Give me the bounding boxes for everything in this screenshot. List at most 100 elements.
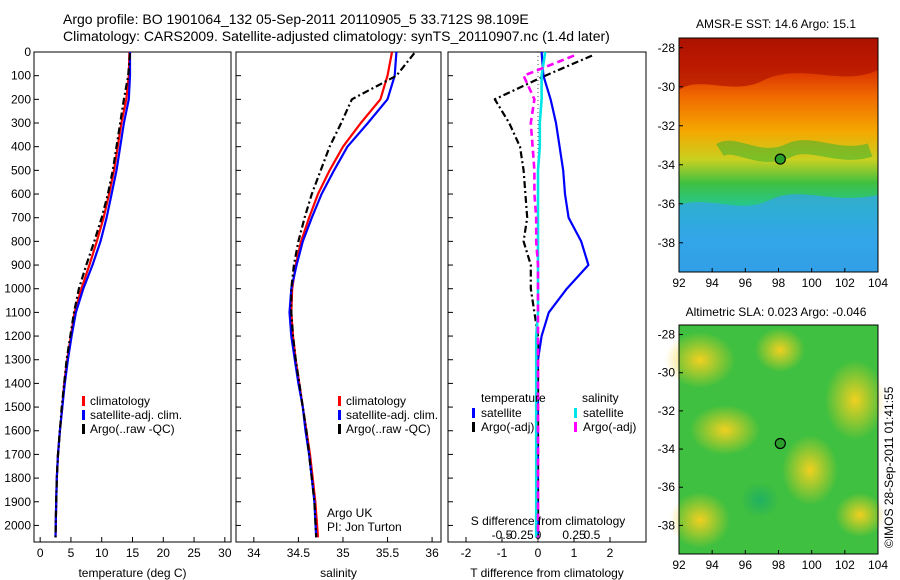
depth-tick-label: 200 xyxy=(11,92,31,106)
depth-tick-label: 1500 xyxy=(4,400,31,414)
sst_map-xtick-label: 94 xyxy=(705,276,719,290)
salinity-series-satellite xyxy=(288,51,398,538)
legend-swatch-argo xyxy=(338,424,341,434)
salinity-series-climatology xyxy=(290,51,394,538)
difference-top-tick-label: 0.5 xyxy=(584,528,601,542)
sst_map-ytick-label: -32 xyxy=(658,119,676,133)
temperature-series-climatology xyxy=(54,51,131,538)
sst_map-ytick-label: -34 xyxy=(658,158,676,172)
salinity-profile-panel: 34 34.5 35 35.5 36 salinity climatologysatelli… xyxy=(235,51,442,580)
imos-credit: ©IMOS 28-Sep-2011 01:41:55 xyxy=(882,386,896,548)
legend-heading-salinity: salinity xyxy=(582,391,619,405)
sla-map xyxy=(665,324,885,555)
sla-anomaly-3 xyxy=(825,360,885,440)
temperature-series-argo xyxy=(54,53,132,538)
sla_map-xtick-label: 92 xyxy=(672,558,686,572)
depth-tick-label: 500 xyxy=(11,163,31,177)
legend-swatch-argo_s xyxy=(574,422,577,432)
depth-tick-label: 700 xyxy=(11,211,31,225)
sla-argo-location-marker xyxy=(774,437,786,450)
sst_map-xtick-label: 96 xyxy=(739,276,753,290)
sst_map-xtick-label: 92 xyxy=(672,276,686,290)
sst_map-ytick-label: -36 xyxy=(658,197,676,211)
temperature-xtick-label: 20 xyxy=(157,546,171,560)
temperature-xlabel: temperature (deg C) xyxy=(78,566,186,580)
temperature-xtick-label: 5 xyxy=(68,546,75,560)
salinity-xtick-label: 34.5 xyxy=(287,546,311,560)
depth-tick-label: 300 xyxy=(11,116,31,130)
sla-anomaly-1 xyxy=(665,332,735,388)
sla_map-ytick-label: -28 xyxy=(658,328,676,342)
depth-tick-label: 1800 xyxy=(4,471,31,485)
difference-xlabel: T difference from climatology xyxy=(470,566,624,580)
temperature-xtick-label: 15 xyxy=(126,546,140,560)
temperature-profile-panel: 0 5 10 15 20 25 30 temperature (deg C) 0 100 200 30… xyxy=(4,45,232,580)
sla_map-xtick-label: 100 xyxy=(802,558,822,572)
depth-tick-label: 1600 xyxy=(4,424,31,438)
difference-series-satellite xyxy=(536,51,590,538)
legend-label-argo: Argo(-adj) xyxy=(481,420,534,434)
sla_map-ytick-label: -36 xyxy=(658,480,676,494)
sst-map-title: AMSR-E SST: 14.6 Argo: 15.1 xyxy=(696,17,856,31)
depth-tick-label: 1300 xyxy=(4,353,31,367)
sla-map-title: Altimetric SLA: 0.023 Argo: -0.046 xyxy=(686,305,867,319)
argo-uk-label: Argo UK xyxy=(327,506,372,520)
legend-swatch-satellite xyxy=(82,410,85,420)
depth-tick-label: 0 xyxy=(24,45,31,59)
difference-top-tick-label: 0.25 xyxy=(562,528,586,542)
temperature-xtick-label: 30 xyxy=(218,546,232,560)
legend-swatch-climatology xyxy=(82,396,85,406)
sla-anomaly-8 xyxy=(740,482,780,518)
sst_map-ytick-label: -30 xyxy=(658,80,676,94)
temperature-xtick-label: 0 xyxy=(37,546,44,560)
difference-xtick-label: -1 xyxy=(497,546,508,560)
depth-tick-label: 1200 xyxy=(4,329,31,343)
difference-series-argo_s xyxy=(522,54,575,538)
sla_map-ytick-label: -34 xyxy=(658,442,676,456)
depth-tick-label: 1100 xyxy=(5,305,31,319)
sla-map-axes: 92 94 96 98 100 102 104 -28 -30 -32 -34 -36 -38 xyxy=(658,328,889,572)
sst-cool-patch xyxy=(679,194,878,272)
depth-tick-label: 1000 xyxy=(4,282,31,296)
sla-anomaly-7 xyxy=(835,493,885,537)
legend-swatch-satellite xyxy=(338,410,341,420)
legend-label-satellite: satellite xyxy=(481,406,522,420)
difference-top-tick-label: -0.5 xyxy=(492,528,513,542)
depth-tick-label: 1900 xyxy=(4,495,31,509)
difference-top-tick-label: -0.25 xyxy=(506,528,534,542)
sst-argo-location-marker xyxy=(774,153,786,165)
salinity-xlabel: salinity xyxy=(320,566,357,580)
salinity-xtick-label: 35 xyxy=(336,546,350,560)
legend-swatch-satellite_s xyxy=(574,408,577,418)
sla-anomaly-6 xyxy=(782,435,838,505)
depth-tick-label: 800 xyxy=(11,234,31,248)
sst_map-xtick-label: 98 xyxy=(772,276,786,290)
difference-frame xyxy=(447,51,647,543)
pi-label: PI: Jon Turton xyxy=(327,520,402,534)
difference-xtick-label: -2 xyxy=(461,546,472,560)
sla-anomaly-4 xyxy=(690,405,760,455)
legend-label-satellite_s: satellite xyxy=(583,406,624,420)
difference-profile-panel: -2 -1 0 1 2 T difference from climatology -0.5… xyxy=(447,51,647,580)
sla_map-xtick-label: 102 xyxy=(835,558,855,572)
sla_map-ytick-label: -38 xyxy=(658,518,676,532)
salinity-xtick-label: 35.5 xyxy=(376,546,400,560)
salinity-xtick-label: 34 xyxy=(247,546,261,560)
legend-swatch-climatology xyxy=(338,396,341,406)
sst-front xyxy=(716,140,873,162)
legend-label-climatology: climatology xyxy=(346,394,406,408)
sla-anomaly-5 xyxy=(670,492,730,548)
depth-tick-label: 100 xyxy=(11,69,31,83)
depth-tick-label: 600 xyxy=(11,187,31,201)
legend-heading-temperature: temperature xyxy=(481,391,546,405)
sst_map-xtick-label: 102 xyxy=(835,276,855,290)
salinity-xtick-label: 36 xyxy=(425,546,439,560)
salinity-series-argo xyxy=(290,52,416,538)
depth-tick-label: 900 xyxy=(11,258,31,272)
temperature-frame xyxy=(33,51,232,543)
difference-series-argo xyxy=(493,54,593,538)
depth-tick-label: 1400 xyxy=(4,376,31,390)
salinity-frame xyxy=(235,51,442,543)
sla_map-ytick-label: -32 xyxy=(658,404,676,418)
s-difference-axis-label: S difference from climatology xyxy=(471,514,626,528)
